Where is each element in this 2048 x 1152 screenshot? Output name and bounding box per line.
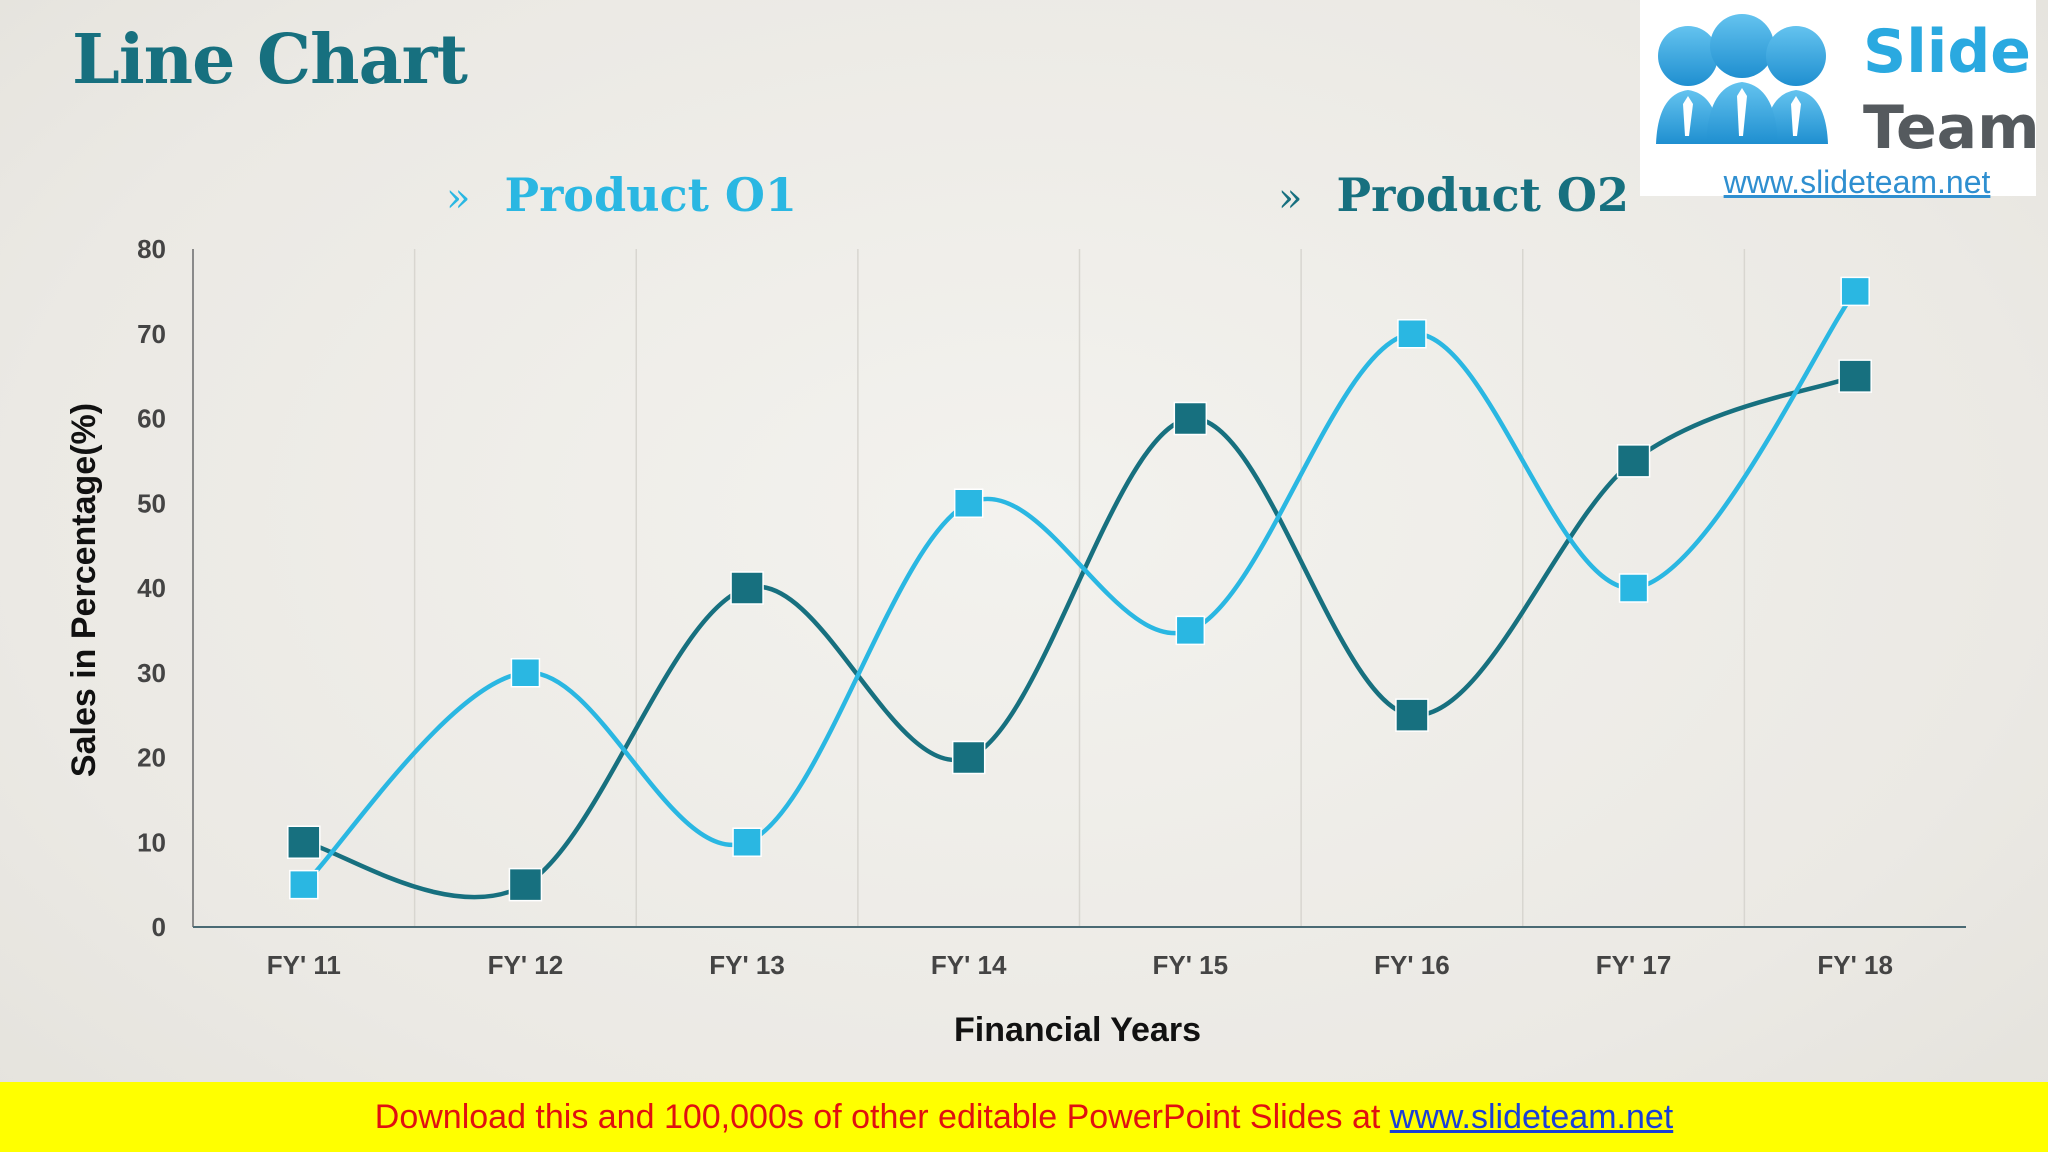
x-tick-label: FY' 17 (1596, 950, 1672, 980)
x-axis-title: Financial Years (954, 1011, 1201, 1049)
data-point-product-1 (1618, 573, 1649, 603)
data-point-product-2 (1838, 359, 1872, 393)
page-title: Line Chart (72, 20, 468, 100)
data-point-product-2 (287, 825, 321, 859)
y-tick-label: 60 (137, 404, 166, 434)
data-point-product-1 (1397, 319, 1427, 349)
data-point-product-2 (1173, 401, 1208, 436)
data-point-product-1 (1840, 276, 1870, 307)
legend-product-1: » Product O1 (446, 168, 797, 222)
legend-marker-2: » (1278, 175, 1303, 221)
legend-label-1: Product O1 (504, 168, 797, 222)
download-banner: Download this and 100,000s of other edit… (0, 1082, 2048, 1152)
data-point-product-2 (1395, 698, 1429, 732)
banner-link[interactable]: www.slideteam.net (1389, 1098, 1674, 1136)
x-tick-label: FY' 18 (1817, 950, 1893, 980)
legend-label-2: Product O2 (1336, 168, 1629, 222)
banner-text: Download this and 100,000s of other edit… (374, 1098, 1390, 1136)
legend-marker-1: » (446, 175, 471, 221)
logo-word-team: Team (1863, 93, 2040, 163)
data-point-product-1 (953, 488, 984, 518)
data-point-product-1 (1175, 615, 1206, 646)
data-point-product-1 (289, 869, 319, 900)
y-tick-label: 0 (152, 912, 166, 942)
x-tick-label: FY' 13 (709, 950, 785, 980)
y-tick-label: 30 (137, 658, 166, 688)
y-tick-label: 20 (137, 743, 166, 773)
series-line-product-2 (303, 374, 1856, 900)
y-tick-label: 70 (137, 319, 166, 349)
y-tick-label: 80 (137, 234, 166, 264)
logo-word-slide: Slide (1863, 17, 2031, 87)
data-point-product-2 (1616, 444, 1651, 478)
data-point-product-2 (508, 867, 543, 902)
y-tick-label: 50 (137, 488, 166, 518)
y-tick-label: 10 (137, 827, 166, 857)
line-chart: 0 10 20 30 40 50 60 70 80 FY' 11 FY' 12 FY' 13 FY' 1… (65, 234, 1966, 1049)
x-tick-label: FY' 15 (1153, 950, 1229, 980)
series-line-product-1 (302, 290, 1857, 887)
data-point-product-2 (951, 740, 986, 775)
data-point-product-1 (510, 658, 541, 688)
x-tick-label: FY' 14 (931, 950, 1007, 980)
x-tick-label: FY' 11 (267, 950, 341, 980)
y-axis-title: Sales in Percentage(%) (65, 403, 103, 777)
x-tick-label: FY' 12 (488, 950, 564, 980)
y-tick-label: 40 (137, 573, 166, 603)
x-tick-label: FY' 16 (1374, 950, 1450, 980)
legend-product-2: » Product O2 (1278, 168, 1629, 222)
people-icon (1656, 14, 1828, 144)
slideteam-logo: Slide Team www.slideteam.net (1640, 0, 2040, 200)
data-point-product-1 (732, 827, 762, 857)
data-point-product-2 (730, 571, 764, 605)
logo-url-link[interactable]: www.slideteam.net (1723, 164, 1991, 200)
